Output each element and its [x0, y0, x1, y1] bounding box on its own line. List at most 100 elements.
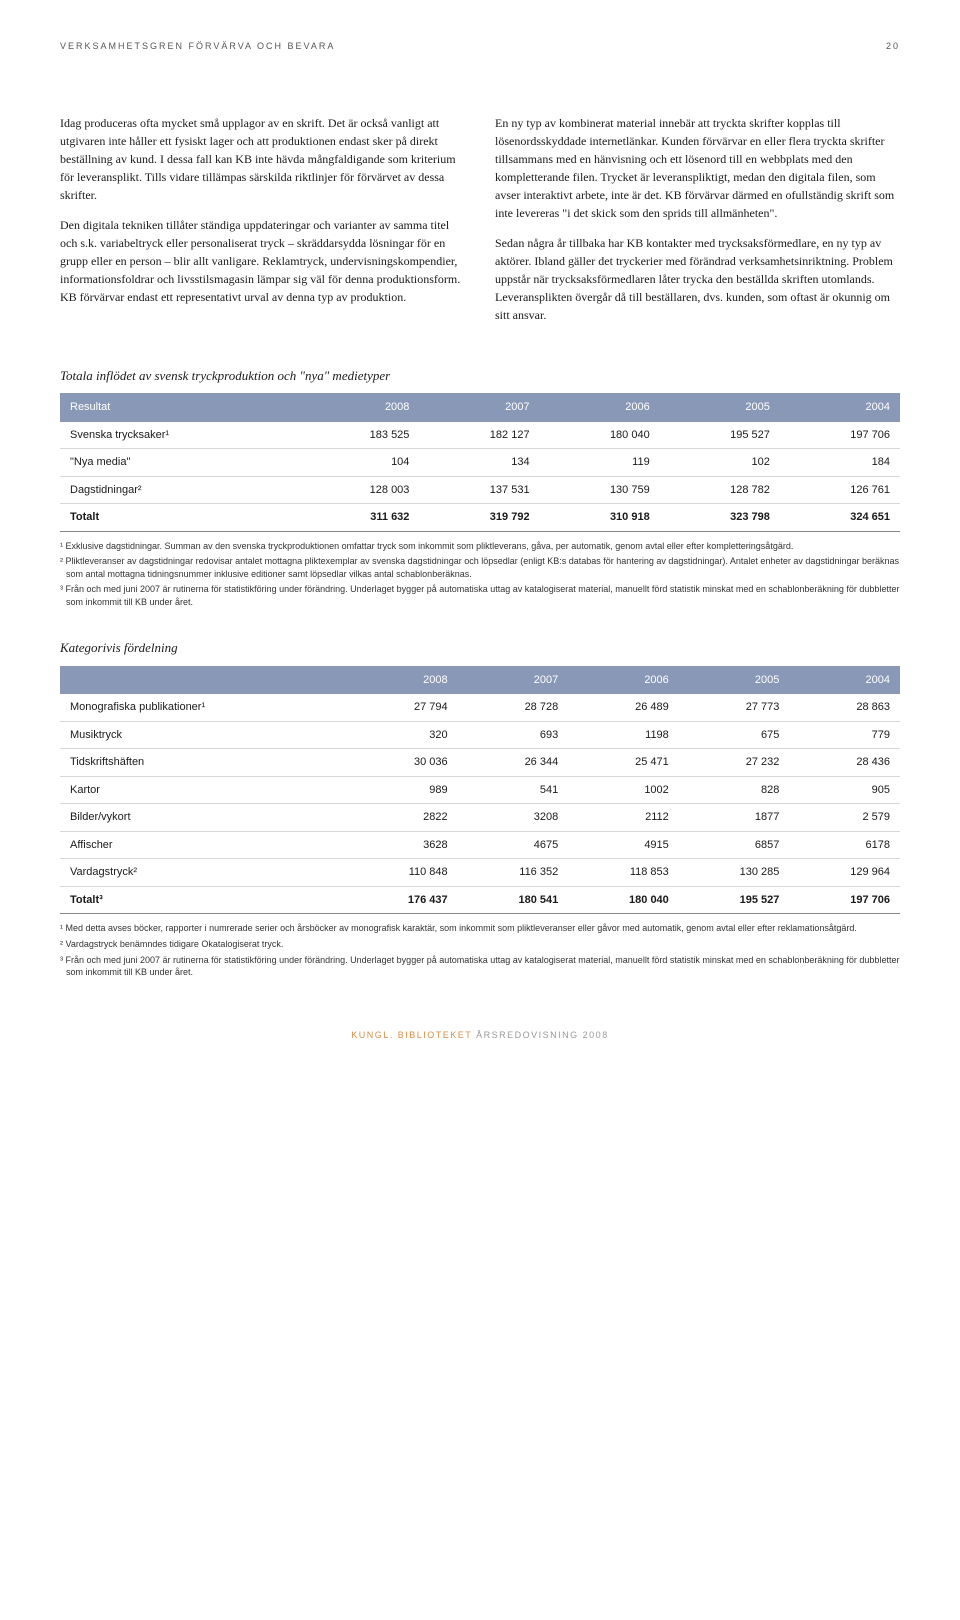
- table-cell: 28 436: [789, 749, 900, 777]
- table-cell: 2112: [568, 804, 679, 832]
- table-head-cell: 2006: [568, 666, 679, 695]
- page-header: VERKSAMHETSGREN FÖRVÄRVA OCH BEVARA 20: [60, 40, 900, 54]
- table-cell: 28 863: [789, 694, 900, 721]
- table-cell: 828: [679, 776, 790, 804]
- footer-doc: ÅRSREDOVISNING 2008: [472, 1030, 609, 1040]
- table-cell: 26 489: [568, 694, 679, 721]
- table-cell: 779: [789, 721, 900, 749]
- body-paragraph: En ny typ av kombinerat material innebär…: [495, 114, 900, 222]
- table-cell: Affischer: [60, 831, 347, 859]
- table-cell: 27 232: [679, 749, 790, 777]
- table-head-cell: 2005: [660, 393, 780, 422]
- table-head-cell: 2006: [540, 393, 660, 422]
- table-head-cell: 2005: [679, 666, 790, 695]
- table-cell: 134: [419, 449, 539, 477]
- table-head-cell: [60, 666, 347, 695]
- table-cell: 180 040: [568, 886, 679, 914]
- table-cell: 693: [458, 721, 569, 749]
- table-head-cell: 2008: [299, 393, 419, 422]
- table-cell: Dagstidningar²: [60, 476, 299, 504]
- footnote: ³ Från och med juni 2007 är rutinerna fö…: [60, 954, 900, 979]
- table-row: Vardagstryck²110 848116 352118 853130 28…: [60, 859, 900, 887]
- table-cell: Tidskriftshäften: [60, 749, 347, 777]
- table-cell: 311 632: [299, 504, 419, 532]
- table-cell: 116 352: [458, 859, 569, 887]
- table-cell: "Nya media": [60, 449, 299, 477]
- table-row: Tidskriftshäften30 03626 34425 47127 232…: [60, 749, 900, 777]
- table-cell: 30 036: [347, 749, 458, 777]
- table-cell: 110 848: [347, 859, 458, 887]
- table1-head-row: Resultat 2008 2007 2006 2005 2004: [60, 393, 900, 422]
- table1-body: Svenska trycksaker¹183 525182 127180 040…: [60, 422, 900, 532]
- table-cell: 128 782: [660, 476, 780, 504]
- table-cell: 102: [660, 449, 780, 477]
- table-cell: 319 792: [419, 504, 539, 532]
- table-row: Musiktryck3206931198675779: [60, 721, 900, 749]
- table2-body: Monografiska publikationer¹27 79428 7282…: [60, 694, 900, 914]
- table-head-cell: 2004: [780, 393, 900, 422]
- table-cell: 324 651: [780, 504, 900, 532]
- table-cell: 2 579: [789, 804, 900, 832]
- table-cell: 130 285: [679, 859, 790, 887]
- body-paragraph: Sedan några år tillbaka har KB kontakter…: [495, 234, 900, 324]
- table-row: Dagstidningar²128 003137 531130 759128 7…: [60, 476, 900, 504]
- table-cell: 3628: [347, 831, 458, 859]
- table-cell: 6857: [679, 831, 790, 859]
- table-row: Kartor9895411002828905: [60, 776, 900, 804]
- footnote: ² Vardagstryck benämndes tidigare Okatal…: [60, 938, 900, 951]
- table1: Resultat 2008 2007 2006 2005 2004 Svensk…: [60, 393, 900, 532]
- footnote: ¹ Med detta avses böcker, rapporter i nu…: [60, 922, 900, 935]
- table-cell: 183 525: [299, 422, 419, 449]
- table2-head-row: 2008 2007 2006 2005 2004: [60, 666, 900, 695]
- table-row: Affischer36284675491568576178: [60, 831, 900, 859]
- table-cell: 6178: [789, 831, 900, 859]
- table-cell: Kartor: [60, 776, 347, 804]
- table-cell: 137 531: [419, 476, 539, 504]
- table-total-row: Totalt311 632319 792310 918323 798324 65…: [60, 504, 900, 532]
- footnote: ³ Från och med juni 2007 är rutinerna fö…: [60, 583, 900, 608]
- page-footer: KUNGL. BIBLIOTEKET ÅRSREDOVISNING 2008: [60, 1029, 900, 1043]
- table1-footnotes: ¹ Exklusive dagstidningar. Summan av den…: [60, 540, 900, 609]
- table-cell: 320: [347, 721, 458, 749]
- table2-footnotes: ¹ Med detta avses böcker, rapporter i nu…: [60, 922, 900, 978]
- table-cell: 310 918: [540, 504, 660, 532]
- table-cell: 104: [299, 449, 419, 477]
- table-cell: Svenska trycksaker¹: [60, 422, 299, 449]
- table-cell: 129 964: [789, 859, 900, 887]
- table-head-cell: 2007: [419, 393, 539, 422]
- header-page-number: 20: [886, 40, 900, 54]
- table-row: "Nya media"104134119102184: [60, 449, 900, 477]
- body-paragraph: Den digitala tekniken tillåter ständiga …: [60, 216, 465, 306]
- right-column: En ny typ av kombinerat material innebär…: [495, 114, 900, 336]
- table-cell: 25 471: [568, 749, 679, 777]
- table-cell: 323 798: [660, 504, 780, 532]
- table-cell: 27 773: [679, 694, 790, 721]
- table-row: Svenska trycksaker¹183 525182 127180 040…: [60, 422, 900, 449]
- table-cell: Bilder/vykort: [60, 804, 347, 832]
- table-cell: 126 761: [780, 476, 900, 504]
- table-cell: 197 706: [780, 422, 900, 449]
- table-cell: 1877: [679, 804, 790, 832]
- body-paragraph: Idag produceras ofta mycket små upplagor…: [60, 114, 465, 204]
- table-row: Bilder/vykort28223208211218772 579: [60, 804, 900, 832]
- table-cell: 541: [458, 776, 569, 804]
- footnote: ² Pliktleveranser av dagstidningar redov…: [60, 555, 900, 580]
- table-cell: 4915: [568, 831, 679, 859]
- table-head-cell: 2004: [789, 666, 900, 695]
- table-cell: 675: [679, 721, 790, 749]
- table-head-cell: 2008: [347, 666, 458, 695]
- table-cell: 28 728: [458, 694, 569, 721]
- table-cell: 176 437: [347, 886, 458, 914]
- table2: 2008 2007 2006 2005 2004 Monografiska pu…: [60, 666, 900, 915]
- table-cell: 26 344: [458, 749, 569, 777]
- table-cell: 184: [780, 449, 900, 477]
- table2-caption: Kategorivis fördelning: [60, 638, 900, 658]
- table-head-cell: 2007: [458, 666, 569, 695]
- table-cell: Monografiska publikationer¹: [60, 694, 347, 721]
- table-cell: 1002: [568, 776, 679, 804]
- table-cell: 4675: [458, 831, 569, 859]
- table1-caption: Totala inflödet av svensk tryckproduktio…: [60, 366, 900, 386]
- table-cell: 2822: [347, 804, 458, 832]
- table-cell: Musiktryck: [60, 721, 347, 749]
- table-cell: 119: [540, 449, 660, 477]
